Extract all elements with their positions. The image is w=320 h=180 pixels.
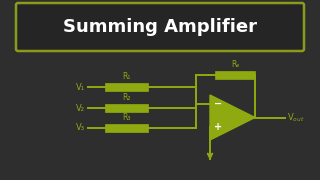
Text: −: − — [214, 99, 222, 109]
Bar — [105, 83, 148, 91]
Bar — [215, 71, 255, 79]
Text: V₁: V₁ — [76, 82, 85, 91]
Bar — [105, 104, 148, 112]
Text: +: + — [214, 122, 222, 132]
Text: R₃: R₃ — [122, 113, 131, 122]
Text: R₂: R₂ — [122, 93, 131, 102]
Text: Summing Amplifier: Summing Amplifier — [63, 18, 257, 36]
FancyBboxPatch shape — [16, 3, 304, 51]
Polygon shape — [210, 95, 255, 140]
Text: R₁: R₁ — [122, 72, 131, 81]
Text: V₃: V₃ — [76, 123, 85, 132]
Text: Rₑ: Rₑ — [231, 60, 239, 69]
Text: V₂: V₂ — [76, 103, 85, 112]
Bar — [105, 124, 148, 132]
Text: V$_{out}$: V$_{out}$ — [287, 111, 305, 124]
